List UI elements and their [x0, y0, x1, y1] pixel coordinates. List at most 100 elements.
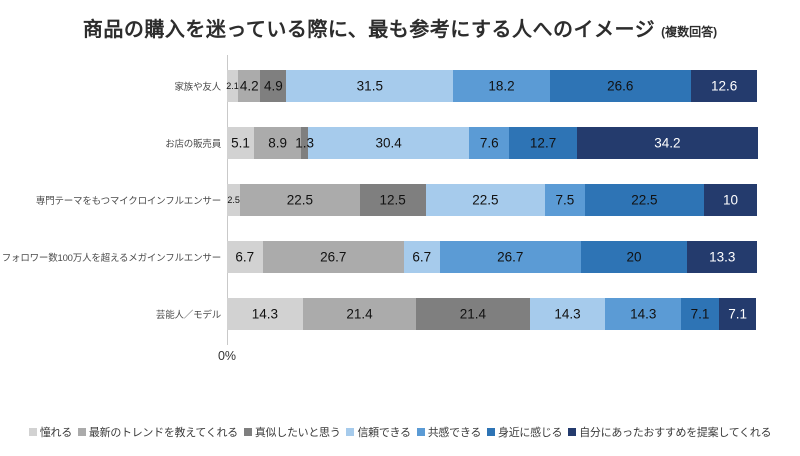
segment-value-label: 1.3: [295, 135, 314, 150]
legend-label: 最新のトレンドを教えてくれる: [88, 427, 238, 439]
bar-segment: 26.7: [262, 240, 404, 273]
category-label: 芸能人／モデル: [155, 309, 221, 321]
bar-segment: 14.3: [529, 297, 606, 330]
bar-segment: 18.2: [453, 69, 550, 102]
chart-title-note: (複数回答): [661, 25, 718, 39]
stacked-bar: 6.7 26.7 6.7 26.7 20 13.3: [227, 240, 758, 273]
bar-segment: 4.2: [238, 69, 261, 102]
bar-segment: 7.1: [718, 297, 757, 330]
segment-value-label: 12.6: [710, 78, 738, 93]
legend-swatch-icon: [243, 428, 252, 436]
legend-swatch-icon: [416, 428, 425, 436]
bar-segment: 2.1: [226, 69, 239, 102]
bar-segment: 31.5: [286, 69, 454, 102]
plot-area: 家族や友人 2.1 4.2 4.9 31.5 18.2 26.6 12.6 お店の販売員 5.1 8…: [0, 55, 800, 363]
segment-value-label: 7.6: [479, 135, 499, 150]
bar-segment: 14.3: [227, 297, 303, 330]
chart-title-row: 商品の購入を迷っている際に、最も参考にする人へのイメージ (複数回答): [0, 13, 800, 42]
bar-segment: 8.9: [254, 126, 302, 159]
legend-swatch-icon: [77, 428, 86, 436]
segment-value-label: 12.5: [379, 192, 406, 207]
segment-value-label: 12.7: [529, 135, 557, 150]
bar-segment: 22.5: [425, 183, 545, 216]
legend-label: 身近に感じる: [498, 427, 563, 439]
legend-swatch-icon: [346, 428, 355, 436]
bar-segment: 12.6: [690, 69, 758, 102]
bar-segment: 21.4: [416, 297, 530, 330]
legend-label: 憧れる: [39, 427, 72, 439]
bar-segment: 12.5: [359, 183, 426, 216]
legend-label: 信頼できる: [357, 427, 411, 439]
bar-segment: 4.9: [260, 69, 287, 102]
segment-value-label: 14.3: [554, 306, 581, 321]
bar-row: 芸能人／モデル 14.3 21.4 21.4 14.3 14.3 7.1 7.1: [0, 285, 800, 342]
stacked-bar: 5.1 8.9 1.3 30.4 7.6 12.7 34.2: [227, 126, 758, 159]
bar-segment: 5.1: [227, 126, 255, 159]
bar-segment: 34.2: [576, 126, 758, 159]
legend: 憧れる 最新のトレンドを教えてくれる 真似したいと思う 信頼できる 共感できる 身近に感じ…: [0, 424, 800, 440]
bar-segment: 20: [581, 240, 687, 273]
stacked-bar: 14.3 21.4 21.4 14.3 14.3 7.1 7.1: [227, 297, 757, 330]
segment-value-label: 22.5: [472, 192, 499, 207]
bar-segment: 14.3: [605, 297, 682, 330]
bar-segment: 21.4: [302, 297, 417, 330]
bar-segment: 13.3: [687, 240, 758, 273]
segment-value-label: 7.1: [728, 306, 747, 321]
bar-row: 専門テーマをもつマイクロインフルエンサー 2.5 22.5 12.5 22.5 7.5 22…: [0, 171, 800, 228]
segment-value-label: 2.1: [226, 80, 239, 91]
segment-value-label: 21.4: [459, 306, 487, 321]
bar-row: お店の販売員 5.1 8.9 1.3 30.4 7.6 12.7 34.2: [0, 114, 800, 171]
segment-value-label: 4.2: [239, 78, 259, 93]
legend-item: 真似したいと思う: [243, 424, 341, 440]
bar-segment: 2.5: [227, 183, 241, 216]
category-label: フォロワー数100万人を超えるメガインフルエンサー: [1, 252, 221, 264]
segment-value-label: 14.3: [630, 306, 657, 321]
legend-label: 自分にあったおすすめを提案してくれる: [579, 427, 772, 439]
segment-value-label: 26.7: [320, 249, 347, 264]
legend-swatch-icon: [568, 428, 577, 436]
legend-label: 真似したいと思う: [254, 427, 341, 439]
bar-segment: 12.7: [509, 126, 577, 159]
bar-segment: 22.5: [240, 183, 360, 216]
legend-swatch-icon: [28, 428, 37, 436]
bar-row: 家族や友人 2.1 4.2 4.9 31.5 18.2 26.6 12.6: [0, 57, 800, 114]
segment-value-label: 18.2: [488, 78, 515, 93]
stacked-bar: 2.5 22.5 12.5 22.5 7.5 22.5 10: [227, 183, 757, 216]
segment-value-label: 26.6: [607, 78, 634, 93]
legend-swatch-icon: [487, 428, 496, 436]
segment-value-label: 8.9: [268, 135, 287, 150]
segment-value-label: 30.4: [375, 135, 402, 150]
segment-value-label: 26.7: [497, 249, 524, 264]
segment-value-label: 34.2: [654, 135, 681, 150]
bar-segment: 7.5: [545, 183, 585, 216]
chart-title: 商品の購入を迷っている際に、最も参考にする人へのイメージ: [82, 19, 656, 41]
bar-segment: 6.7: [404, 240, 440, 273]
bar-segment: 1.3: [295, 126, 314, 159]
legend-item: 最新のトレンドを教えてくれる: [77, 424, 238, 440]
segment-value-label: 22.5: [631, 192, 658, 207]
segment-value-label: 14.3: [251, 306, 279, 321]
bar-segment: 7.6: [469, 126, 510, 159]
segment-value-label: 13.3: [709, 249, 736, 264]
legend-item: 憧れる: [28, 424, 72, 440]
segment-value-label: 2.5: [227, 194, 240, 205]
bar-rows: 家族や友人 2.1 4.2 4.9 31.5 18.2 26.6 12.6 お店の販売員 5.1 8…: [0, 57, 800, 342]
legend-item: 身近に感じる: [487, 424, 563, 440]
legend-item: 自分にあったおすすめを提案してくれる: [568, 424, 771, 440]
segment-value-label: 21.4: [346, 306, 373, 321]
bar-segment: 26.6: [549, 69, 691, 102]
bar-segment: 10: [704, 183, 757, 216]
bar-row: フォロワー数100万人を超えるメガインフルエンサー 6.7 26.7 6.7 26.7 2…: [0, 228, 800, 285]
legend-label: 共感できる: [427, 427, 482, 439]
segment-value-label: 6.7: [412, 249, 432, 264]
category-label: お店の販売員: [165, 138, 221, 150]
category-label: 専門テーマをもつマイクロインフルエンサー: [35, 195, 221, 207]
segment-value-label: 4.9: [263, 78, 283, 93]
bar-segment: 30.4: [308, 126, 470, 159]
bar-segment: 6.7: [227, 240, 263, 273]
legend-item: 共感できる: [416, 424, 482, 440]
stacked-bar: 2.1 4.2 4.9 31.5 18.2 26.6 12.6: [226, 69, 758, 102]
category-label: 家族や友人: [174, 81, 221, 93]
legend-item: 信頼できる: [346, 424, 411, 440]
